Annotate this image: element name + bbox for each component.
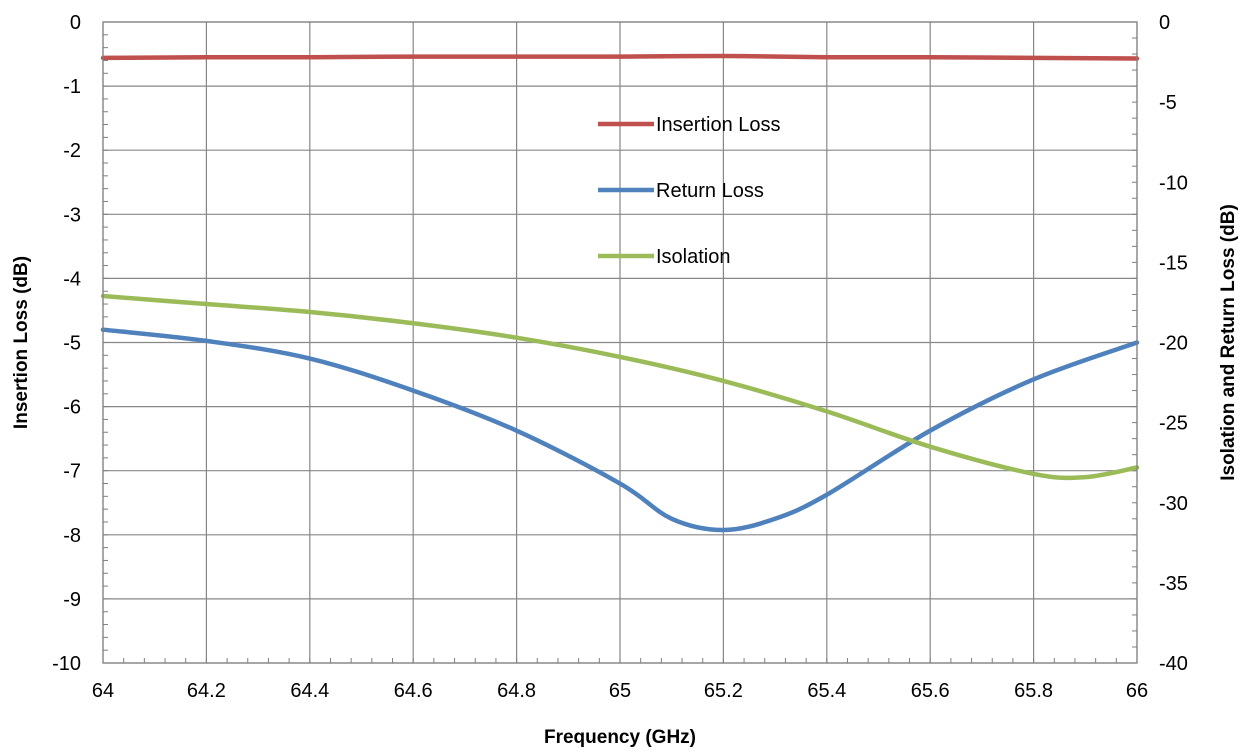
y-left-tick-label: -1 — [63, 76, 81, 98]
x-tick-label: 64.8 — [497, 680, 536, 702]
x-tick-label: 65.2 — [704, 680, 743, 702]
y-left-tick-label: -6 — [63, 397, 81, 419]
y-right-axis-title: Isolation and Return Loss (dB) — [1218, 204, 1239, 481]
series-line-isolation — [100, 293, 1140, 481]
legend-label-return-loss: Return Loss — [656, 180, 764, 202]
series-layer — [100, 53, 1140, 533]
y-left-axis-title: Insertion Loss (dB) — [11, 256, 32, 429]
series-line-return-loss — [100, 327, 1140, 533]
y-left-tick-label: -9 — [63, 589, 81, 611]
plot-frame — [102, 21, 1138, 664]
x-tick-label: 65.6 — [911, 680, 950, 702]
y-left-tick-label: -8 — [63, 525, 81, 547]
y-left-tick-labels: 0 -1 -2 -3 -4 -5 -6 -7 -8 -9 -10 — [52, 12, 81, 675]
y-right-tick-labels: 0 -5 -10 -15 -20 -25 -30 -35 -40 — [1159, 12, 1188, 675]
legend-label-isolation: Isolation — [656, 246, 731, 268]
y-left-tick-label: -2 — [63, 140, 81, 162]
x-tick-label: 64.2 — [187, 680, 226, 702]
x-tick-label: 64 — [92, 680, 114, 702]
y-left-tick-label: -10 — [52, 653, 81, 675]
series-line-insertion-loss — [100, 53, 1140, 61]
y-left-tick-label: 0 — [70, 12, 81, 34]
y-right-tick-label: -5 — [1159, 92, 1177, 114]
legend-label-insertion-loss: Insertion Loss — [656, 114, 781, 136]
y-right-tick-label: -10 — [1159, 172, 1188, 194]
legend: Insertion Loss Return Loss Isolation — [598, 114, 781, 268]
y-right-tick-label: -35 — [1159, 573, 1188, 595]
y-left-tick-label: -4 — [63, 268, 81, 290]
x-tick-label: 65.8 — [1014, 680, 1053, 702]
y-left-tick-label: -3 — [63, 204, 81, 226]
x-tick-label: 65 — [609, 680, 631, 702]
x-tick-labels: 64 64.2 64.4 64.6 64.8 65 65.2 65.4 65.6 65.8 66 — [92, 680, 1148, 702]
x-tick-label: 64.4 — [290, 680, 329, 702]
y-left-tick-label: -5 — [63, 333, 81, 355]
x-tick-label: 65.4 — [807, 680, 846, 702]
y-right-tick-label: 0 — [1159, 12, 1170, 34]
y-right-tick-label: -20 — [1159, 333, 1188, 355]
y-right-tick-label: -30 — [1159, 493, 1188, 515]
x-tick-label: 64.6 — [394, 680, 433, 702]
x-tick-label: 66 — [1126, 680, 1148, 702]
grid — [102, 21, 1138, 664]
y-right-tick-label: -15 — [1159, 252, 1188, 274]
y-right-tick-label: -25 — [1159, 413, 1188, 435]
y-right-tick-label: -40 — [1159, 653, 1188, 675]
y-left-tick-label: -7 — [63, 461, 81, 483]
x-axis-title: Frequency (GHz) — [544, 727, 696, 748]
